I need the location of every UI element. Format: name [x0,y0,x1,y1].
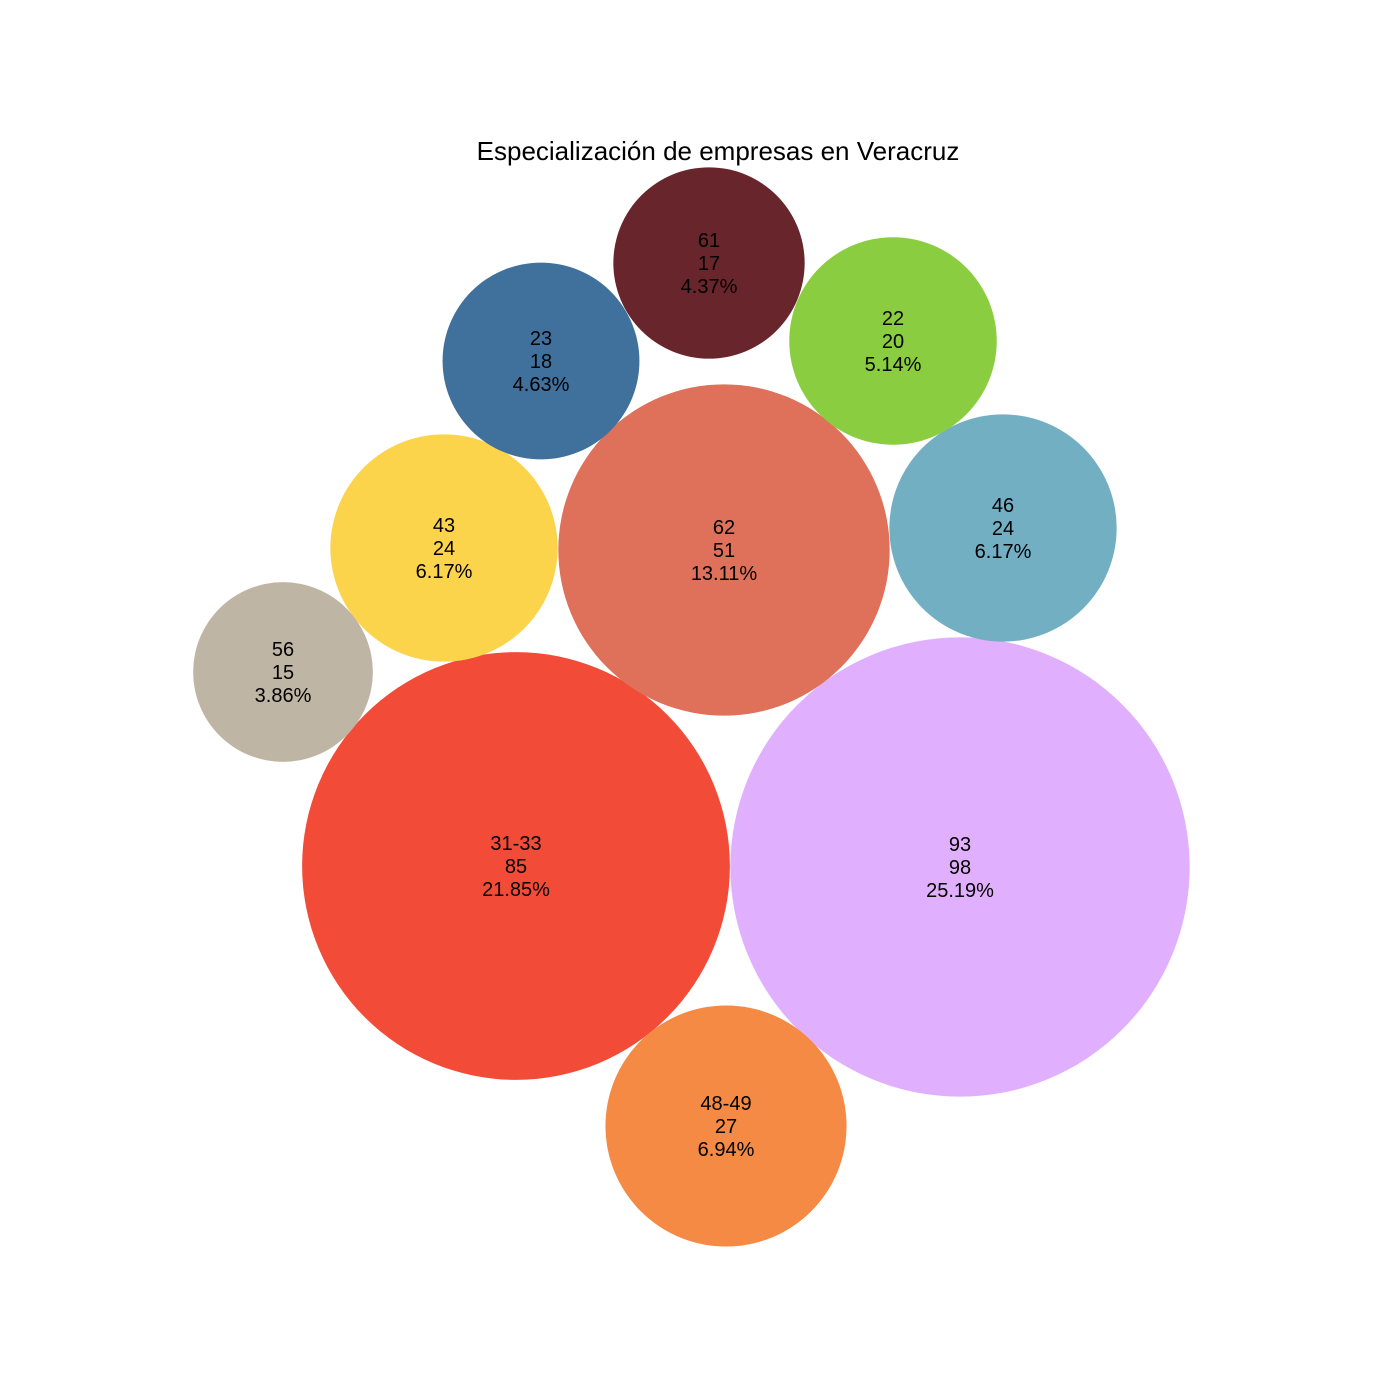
bubble-count-label: 17 [698,253,720,275]
bubble-percent-label: 5.14% [865,354,922,376]
bubble-count-label: 27 [715,1116,737,1138]
bubble-count-label: 24 [433,538,455,560]
bubbles-group: 31-338521.85%939825.19%625113.11%48-4927… [193,167,1190,1247]
bubble-code-label: 48-49 [700,1093,751,1115]
bubble-circle [730,637,1190,1097]
bubble-count-label: 20 [882,331,904,353]
bubble-code-label: 31-33 [490,833,541,855]
bubble-percent-label: 6.17% [975,541,1032,563]
bubble-count-label: 85 [505,856,527,878]
bubble-code-label: 46 [992,495,1014,517]
bubble-circle [330,434,558,662]
bubble-percent-label: 4.63% [513,374,570,396]
bubble-circle [302,652,730,1080]
bubble-percent-label: 21.85% [482,879,550,901]
bubble-code-label: 93 [949,834,971,856]
bubble-circle [558,384,890,716]
bubble-percent-label: 4.37% [681,276,738,298]
bubble-percent-label: 13.11% [691,563,758,585]
bubble-percent-label: 3.86% [255,685,312,707]
bubble-circle [605,1005,847,1247]
bubble-count-label: 15 [272,662,294,684]
bubble-count-label: 51 [713,540,735,562]
bubble-code-label: 61 [698,230,720,252]
bubble-count-label: 18 [530,351,552,373]
bubble-circle [442,262,640,460]
bubble-code-label: 43 [433,515,455,537]
bubble-code-label: 56 [272,639,294,661]
bubble-code-label: 22 [882,308,904,330]
bubble-percent-label: 6.94% [698,1139,755,1161]
bubble-percent-label: 25.19% [926,880,994,902]
chart-title: Especialización de empresas en Veracruz [477,136,960,166]
bubble-circle [613,167,805,359]
bubble-percent-label: 6.17% [416,561,473,583]
bubble-code-label: 23 [530,328,552,350]
bubble-count-label: 98 [949,857,971,879]
bubble-circle [889,414,1117,642]
bubble-circle [193,582,373,762]
bubble-count-label: 24 [992,518,1014,540]
bubble-circle [789,237,997,445]
bubble-code-label: 62 [713,517,735,539]
